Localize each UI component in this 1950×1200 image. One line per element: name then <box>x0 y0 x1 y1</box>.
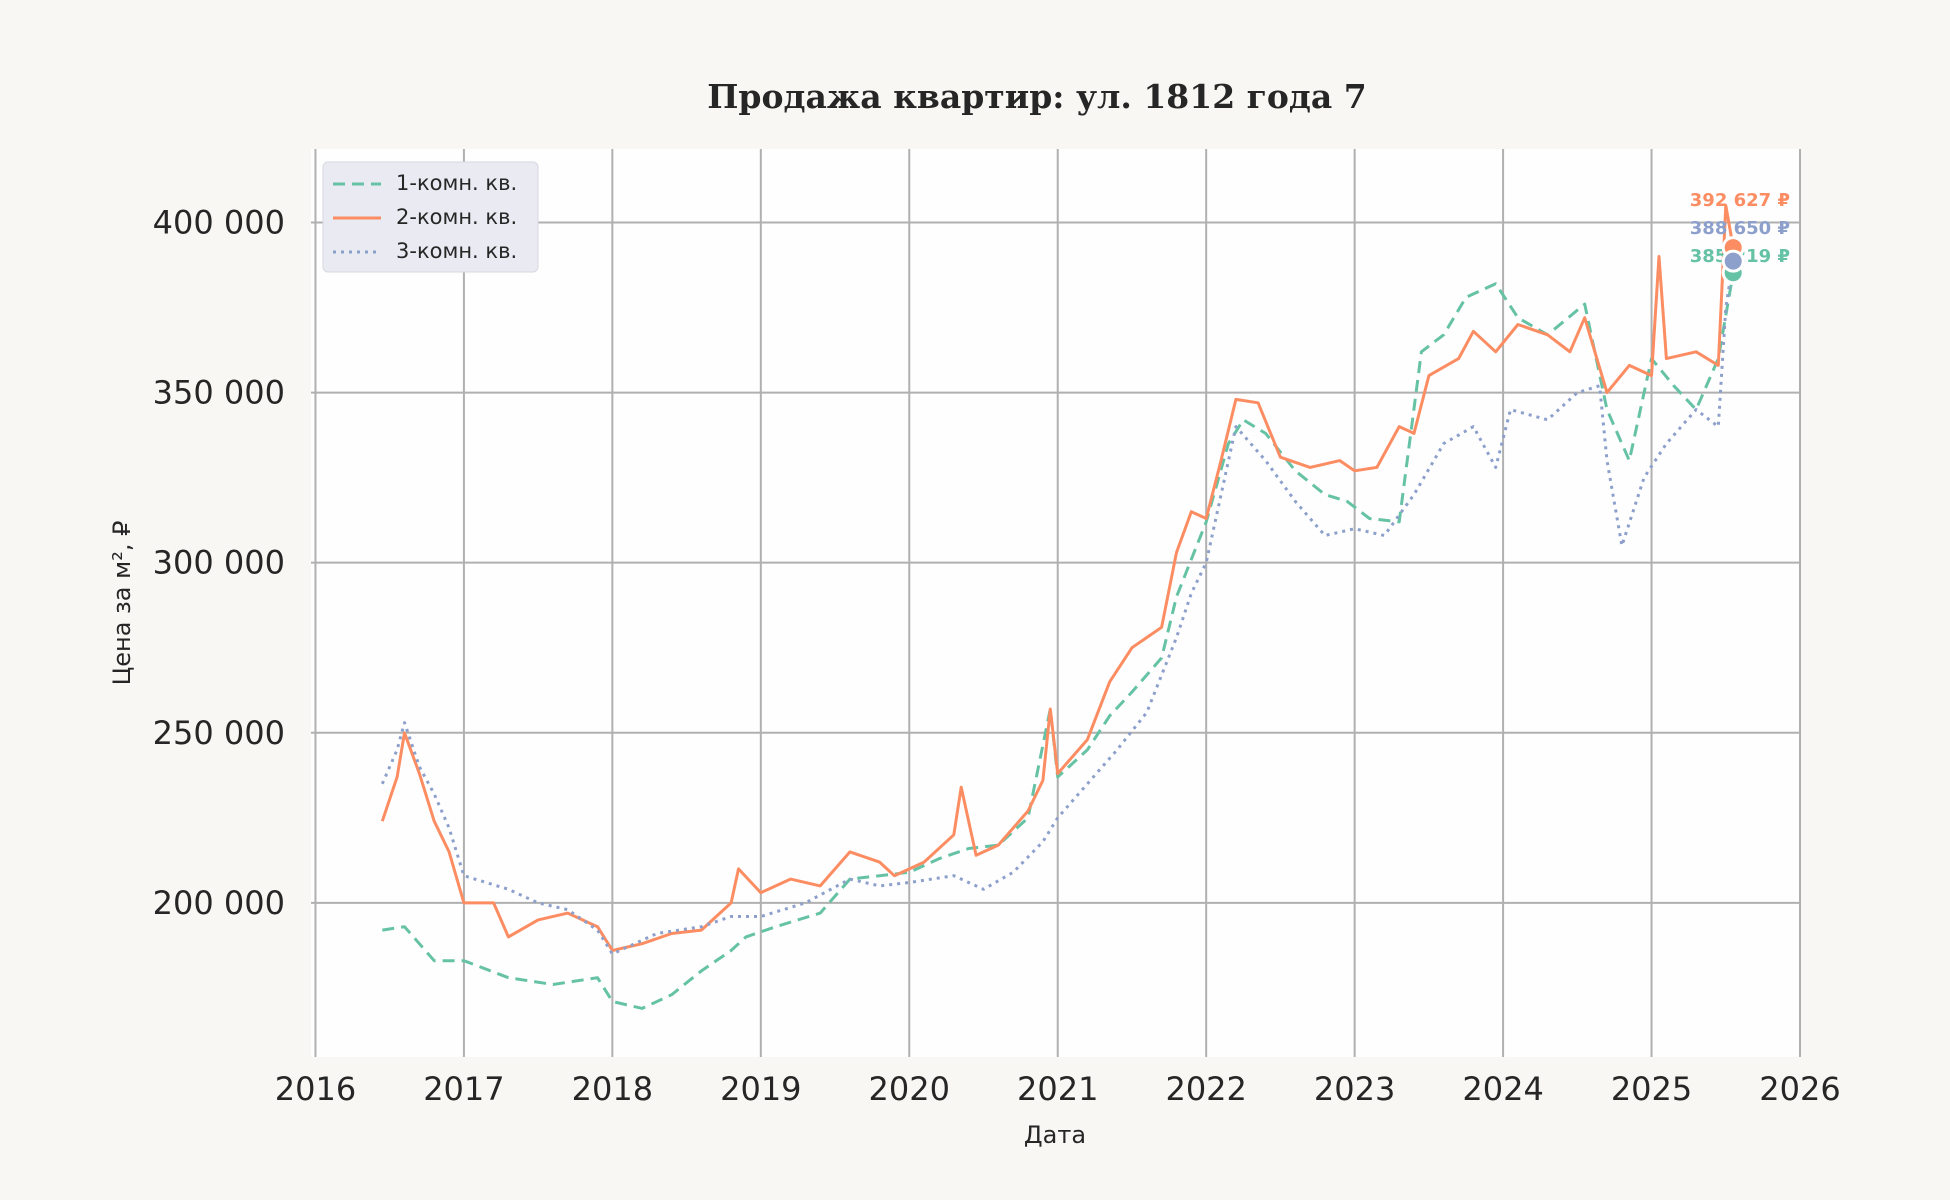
legend-box <box>322 161 539 273</box>
y-tick-label: 400 000 <box>153 203 285 241</box>
chart-title: Продажа квартир: ул. 1812 года 7 <box>707 77 1366 116</box>
x-tick-label: 2025 <box>1611 1070 1692 1108</box>
y-tick-label: 350 000 <box>153 374 285 412</box>
y-tick-label: 300 000 <box>153 544 285 582</box>
x-tick-label: 2018 <box>572 1070 653 1108</box>
end-point-marker <box>1721 249 1745 273</box>
x-tick-label: 2017 <box>423 1070 504 1108</box>
end-markers: 385 219 ₽392 627 ₽388 650 ₽ <box>1690 190 1790 285</box>
x-tick-label: 2021 <box>1017 1070 1098 1108</box>
series-line-2 <box>380 204 1735 952</box>
x-tick-label: 2024 <box>1462 1070 1543 1108</box>
x-tick-label: 2016 <box>275 1070 356 1108</box>
legend-entry-1: 1-комн. кв. <box>396 171 517 195</box>
series-line-3 <box>380 260 1735 956</box>
x-tick-label: 2020 <box>869 1070 950 1108</box>
end-value-label: 392 627 ₽ <box>1690 190 1790 211</box>
x-tick-label: 2019 <box>720 1070 801 1108</box>
y-tick-label: 200 000 <box>153 884 285 922</box>
plot-area <box>311 149 1800 1057</box>
series-lines <box>380 204 1735 1010</box>
legend-entry-3: 3-комн. кв. <box>396 239 517 263</box>
y-tick-label: 250 000 <box>153 714 285 752</box>
ticks: 2016 2017 2018 2019 2020 2021 2022 2023 2024 2025… <box>153 203 1841 1108</box>
legend-entry-2: 2-комн. кв. <box>396 205 517 229</box>
x-axis-label: Дата <box>1024 1121 1086 1149</box>
x-tick-label: 2026 <box>1759 1070 1840 1108</box>
end-value-label: 388 650 ₽ <box>1690 218 1790 239</box>
x-tick-label: 2023 <box>1314 1070 1395 1108</box>
x-tick-label: 2022 <box>1165 1070 1246 1108</box>
grid <box>311 149 1801 1057</box>
y-axis-label: Цена за м², ₽ <box>108 521 136 686</box>
legend: 1-комн. кв. 2-комн. кв. 3-комн. кв. <box>322 161 539 273</box>
series-line-1 <box>382 272 1735 1010</box>
